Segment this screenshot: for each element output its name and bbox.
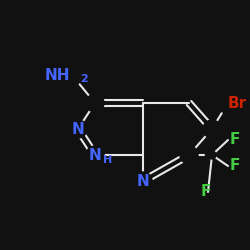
Text: N: N [88, 148, 102, 162]
Text: Br: Br [228, 96, 247, 110]
Text: 2: 2 [80, 74, 88, 84]
Circle shape [69, 120, 87, 138]
Circle shape [208, 151, 216, 159]
Circle shape [86, 146, 104, 164]
Circle shape [180, 146, 198, 164]
Text: N: N [72, 122, 85, 136]
Text: F: F [201, 184, 211, 200]
Circle shape [134, 172, 152, 190]
Text: H: H [103, 155, 112, 165]
Text: F: F [230, 158, 240, 174]
Text: N: N [136, 174, 149, 188]
Text: F: F [230, 132, 240, 148]
Circle shape [86, 94, 104, 112]
Text: NH: NH [44, 68, 70, 82]
Circle shape [203, 120, 221, 138]
